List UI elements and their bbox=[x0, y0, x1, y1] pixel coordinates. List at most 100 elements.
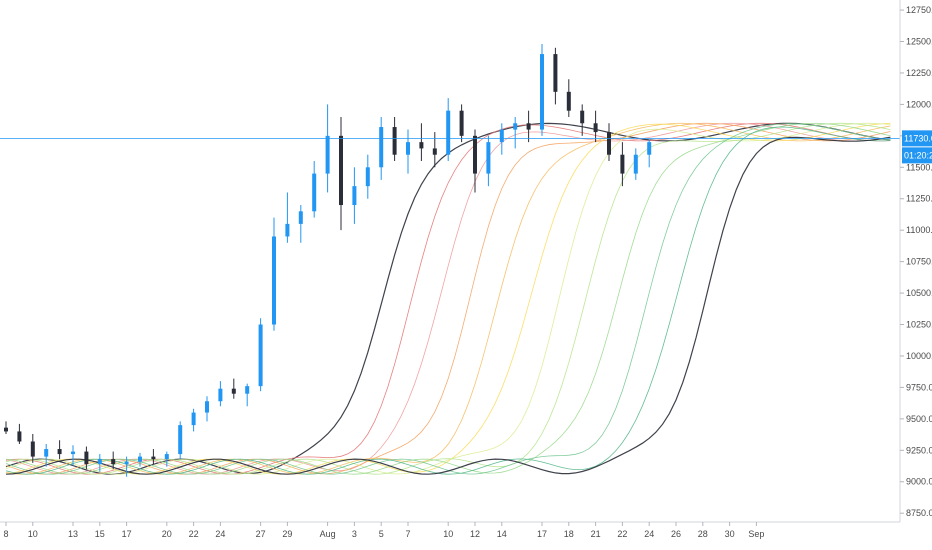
candle-body bbox=[647, 142, 652, 155]
candle-body bbox=[566, 91, 571, 111]
ribbon-curve bbox=[5, 122, 891, 475]
y-tick-label: 11000.00 bbox=[906, 225, 932, 235]
candle-body bbox=[553, 54, 558, 92]
candle-body bbox=[526, 123, 531, 130]
candle-body bbox=[178, 425, 183, 455]
candle-body bbox=[446, 110, 451, 155]
x-tick-label: 20 bbox=[162, 529, 172, 539]
candle-body bbox=[218, 388, 223, 402]
candle-body bbox=[285, 223, 290, 237]
candle-body bbox=[57, 449, 62, 455]
x-tick-label: 14 bbox=[497, 529, 507, 539]
candle-body bbox=[486, 142, 491, 174]
candle-body bbox=[272, 236, 276, 325]
x-tick-label: 10 bbox=[28, 529, 38, 539]
y-tick-label: 12250.00 bbox=[906, 68, 932, 78]
y-tick-label: 12750.00 bbox=[906, 5, 932, 15]
x-tick-label: 24 bbox=[215, 529, 225, 539]
x-tick-label: 3 bbox=[352, 529, 357, 539]
ribbon-curve bbox=[5, 136, 891, 475]
candle-body bbox=[312, 173, 317, 212]
y-tick-label: 8750.00 bbox=[906, 508, 932, 518]
candle-body bbox=[298, 211, 303, 224]
x-tick-label: 28 bbox=[698, 529, 708, 539]
x-tick-label: 5 bbox=[379, 529, 384, 539]
ribbon-curve bbox=[5, 122, 891, 475]
countdown-label: 01:20:24 bbox=[904, 150, 932, 160]
ribbon-curve bbox=[5, 122, 891, 475]
candle-body bbox=[191, 412, 196, 426]
candle-body bbox=[352, 186, 357, 206]
x-tick-label: 29 bbox=[282, 529, 292, 539]
candle-body bbox=[620, 154, 625, 174]
candle-body bbox=[17, 431, 22, 442]
candle-body bbox=[30, 441, 35, 457]
y-tick-label: 9250.00 bbox=[906, 445, 932, 455]
x-tick-label: 27 bbox=[256, 529, 266, 539]
candle-body bbox=[71, 451, 75, 455]
candle-body bbox=[379, 127, 384, 168]
last-price-label: 11730.00 bbox=[904, 133, 932, 143]
x-tick-label: 30 bbox=[725, 529, 735, 539]
candle-body bbox=[138, 456, 142, 462]
y-tick-label: 10500.00 bbox=[906, 288, 932, 298]
ribbon-curve bbox=[5, 122, 891, 475]
candle-body bbox=[164, 454, 169, 460]
candle-body bbox=[245, 386, 250, 394]
candle-body bbox=[325, 135, 330, 174]
candle-body bbox=[459, 110, 464, 136]
candle-body bbox=[231, 388, 236, 394]
countdown-tag bbox=[902, 147, 932, 164]
y-tick-label: 11250.00 bbox=[906, 194, 932, 204]
candle-body bbox=[4, 427, 8, 432]
candle-body bbox=[473, 135, 477, 174]
ribbon-curve bbox=[5, 126, 891, 475]
candle-body bbox=[633, 154, 638, 174]
candle-body bbox=[540, 54, 544, 130]
ribbon-curve bbox=[5, 122, 891, 475]
y-tick-label: 12000.00 bbox=[906, 99, 932, 109]
ribbon-curve bbox=[5, 122, 891, 475]
candle-layer bbox=[4, 44, 652, 477]
candle-body bbox=[258, 324, 263, 387]
candle-body bbox=[432, 148, 437, 155]
x-tick-label: 8 bbox=[3, 529, 8, 539]
y-tick-label: 10250.00 bbox=[906, 320, 932, 330]
x-tick-label: 22 bbox=[617, 529, 627, 539]
candle-body bbox=[97, 459, 102, 465]
ribbon-curve bbox=[5, 122, 891, 475]
candle-body bbox=[365, 167, 370, 187]
x-tick-label: 15 bbox=[95, 529, 105, 539]
last-price-tag bbox=[902, 130, 932, 147]
x-tick-label: 7 bbox=[405, 529, 410, 539]
candle-body bbox=[84, 451, 89, 465]
ribbon-curve bbox=[5, 123, 891, 475]
candle-body bbox=[513, 123, 518, 130]
x-tick-label: Sep bbox=[748, 529, 764, 539]
x-tick-label: 22 bbox=[189, 529, 199, 539]
y-tick-label: 9750.00 bbox=[906, 382, 932, 392]
candle-body bbox=[111, 459, 116, 465]
y-tick-label: 10000.00 bbox=[906, 351, 932, 361]
candle-body bbox=[406, 142, 410, 155]
ribbon-curve bbox=[5, 122, 891, 475]
x-tick-label: 26 bbox=[671, 529, 681, 539]
x-tick-label: 24 bbox=[644, 529, 654, 539]
x-tick-label: 21 bbox=[591, 529, 601, 539]
y-tick-label: 9000.00 bbox=[906, 477, 932, 487]
candle-body bbox=[124, 461, 129, 465]
x-tick-label: 12 bbox=[470, 529, 480, 539]
x-tick-label: Aug bbox=[320, 529, 336, 539]
y-tick-label: 11500.00 bbox=[906, 162, 932, 172]
x-tick-label: 17 bbox=[537, 529, 547, 539]
y-tick-label: 12500.00 bbox=[906, 37, 932, 47]
candle-body bbox=[580, 110, 585, 124]
candle-body bbox=[205, 401, 209, 413]
y-tick-label: 10750.00 bbox=[906, 257, 932, 267]
ribbon-layer bbox=[5, 122, 891, 475]
ribbon-curve bbox=[5, 122, 891, 475]
x-tick-label: 13 bbox=[68, 529, 78, 539]
